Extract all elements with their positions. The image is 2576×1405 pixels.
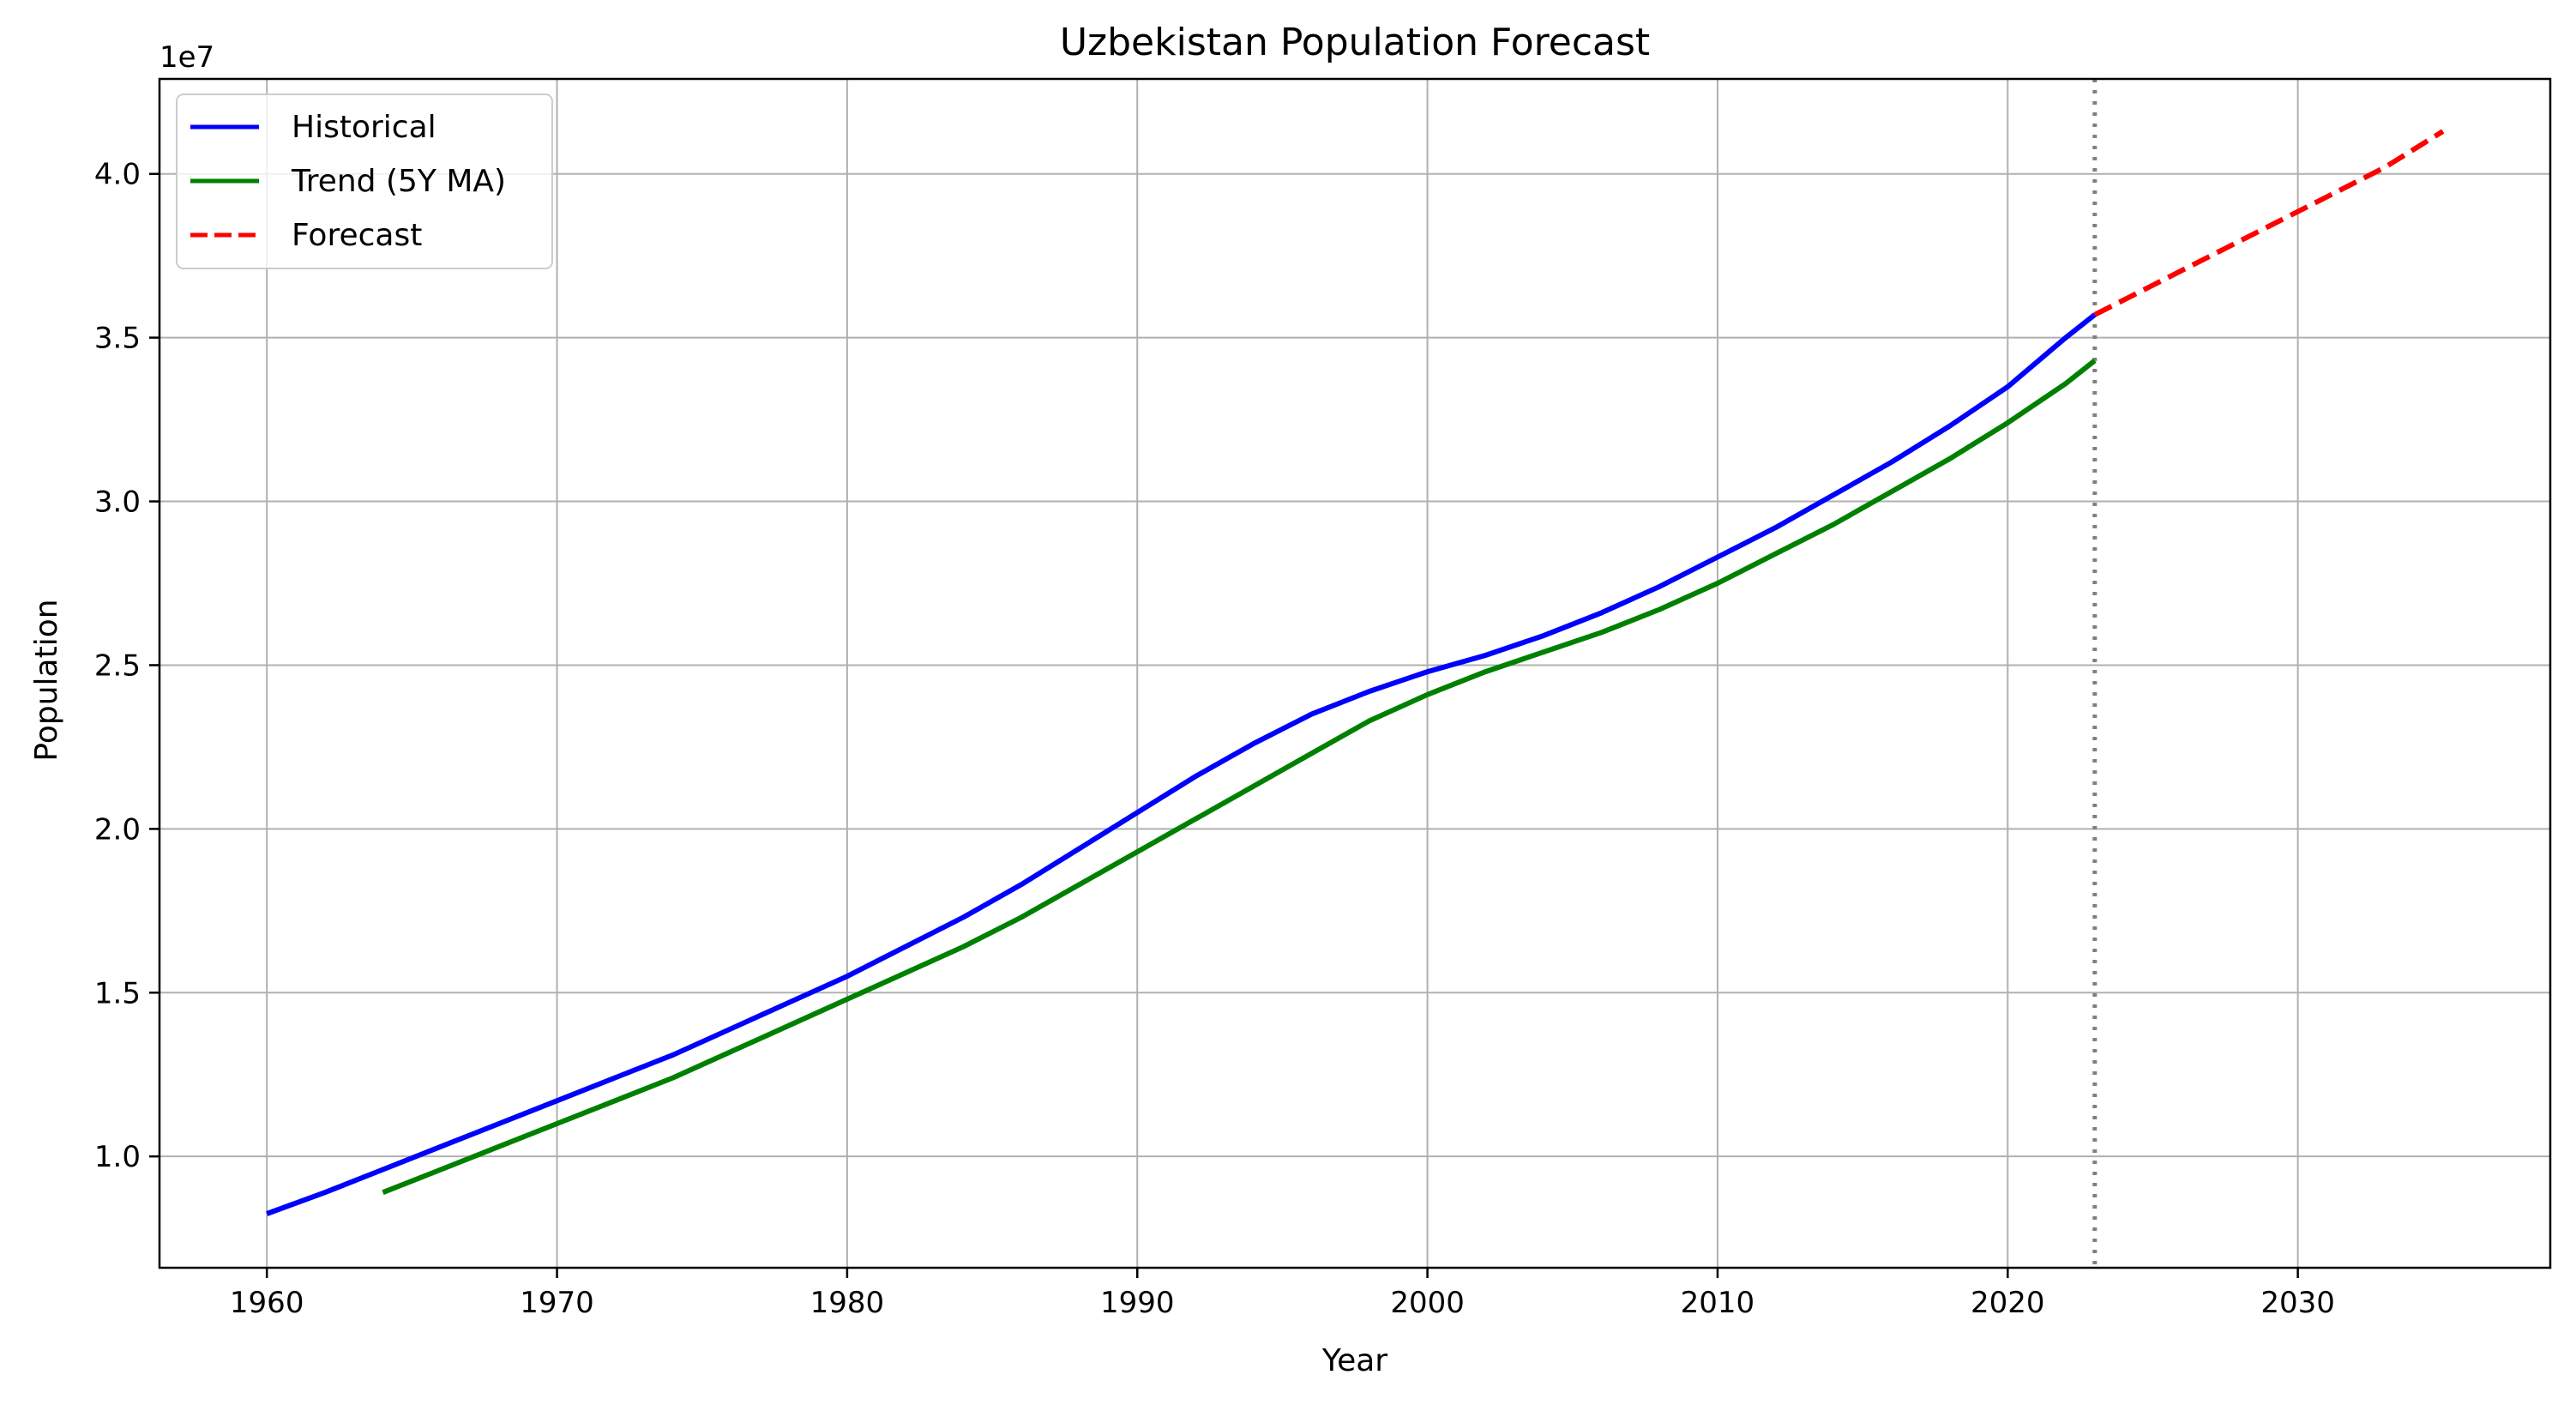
legend-box: [176, 93, 553, 269]
grid: [159, 79, 2550, 1268]
y-tick-label: 3.0: [94, 485, 141, 520]
legend-trend-label: Trend (5Y MA): [291, 164, 506, 199]
x-tick-label: 1990: [1100, 1286, 1175, 1320]
x-tick-label: 2020: [1971, 1286, 2045, 1320]
y-tick-label: 2.0: [94, 812, 141, 847]
y-axis-label: Population: [29, 599, 64, 761]
x-tick-label: 1960: [230, 1286, 304, 1320]
series-line-historical: [266, 312, 2097, 1216]
y-tick-label: 2.5: [94, 648, 141, 683]
y-axis-offset-label: 1e7: [159, 40, 214, 75]
y-tick-label: 1.5: [94, 976, 141, 1010]
x-axis-label: Year: [1321, 1343, 1387, 1378]
axis-ticks: 1960 1970 1980 1990 2000 2010 2020 2030 1.0 1.5 2.…: [94, 158, 2335, 1320]
legend-historical-label: Historical: [292, 110, 436, 145]
legend: Historical Trend (5Y MA) Forecast: [176, 93, 553, 269]
x-tick-label: 2000: [1390, 1286, 1465, 1320]
plot-frame: [158, 77, 2552, 1269]
x-tick-label: 2030: [2260, 1286, 2335, 1320]
legend-forecast-label: Forecast: [292, 218, 422, 253]
x-tick-label: 2010: [1681, 1286, 1755, 1320]
y-tick-label: 3.5: [94, 322, 141, 356]
series-line-trend-5y-ma: [382, 359, 2097, 1195]
chart-title: Uzbekistan Population Forecast: [1060, 21, 1650, 64]
y-tick-label: 1.0: [94, 1140, 141, 1174]
x-tick-label: 1970: [520, 1286, 594, 1320]
series-line-forecast: [2093, 129, 2445, 317]
y-tick-label: 4.0: [94, 158, 141, 192]
x-tick-label: 1980: [810, 1286, 885, 1320]
series-layer: [266, 129, 2445, 1216]
